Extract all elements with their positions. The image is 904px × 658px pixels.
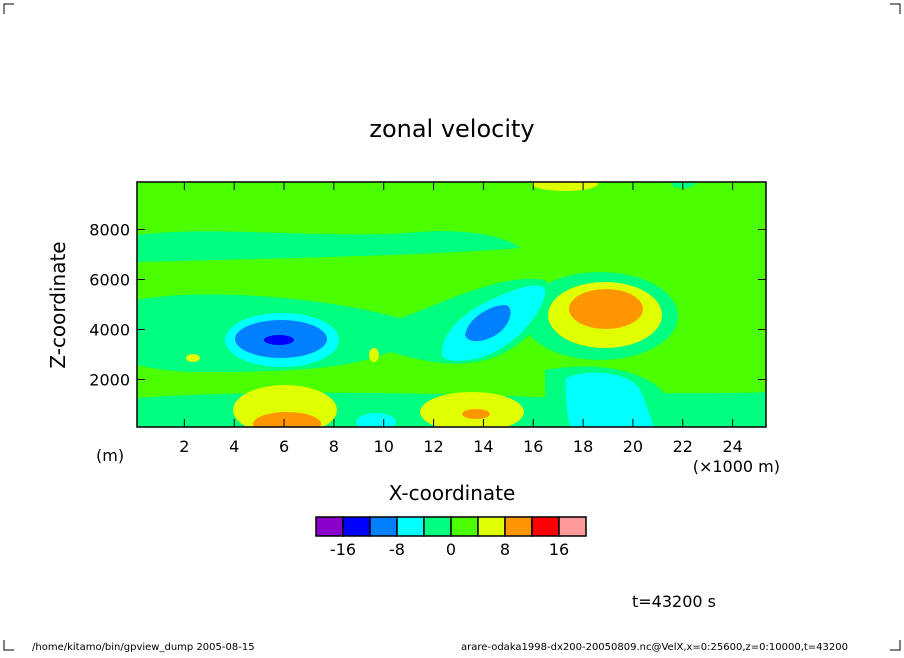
colorbar-box: [315, 516, 344, 537]
contour-region: [465, 305, 511, 342]
contour-region: [462, 409, 490, 419]
footer-left: /home/kitamo/bin/gpview_dump 2005-08-15: [32, 642, 255, 653]
x-tick-label: 4: [229, 437, 239, 456]
contour-region: [532, 182, 598, 191]
contour-region: [253, 412, 321, 427]
colorbar-tick-label: 0: [446, 540, 456, 559]
colorbar-box: [504, 516, 533, 537]
x-tick-label: 14: [473, 437, 493, 456]
colorbar-box: [423, 516, 452, 537]
contour-region: [369, 348, 379, 362]
y-tick-label: 4000: [89, 321, 130, 340]
x-tick-label: 2: [179, 437, 189, 456]
colorbar-box: [450, 516, 479, 537]
contour-region: [264, 335, 294, 345]
contour-field: [137, 182, 766, 427]
x-tick-label: 20: [623, 437, 643, 456]
y-axis-label: Z-coordinate: [46, 241, 70, 368]
x-tick-label: 8: [329, 437, 339, 456]
colorbar-box: [369, 516, 398, 537]
y-tick-label: 8000: [89, 221, 130, 240]
colorbar-tick-label: -8: [389, 540, 405, 559]
colorbar-tick-label: 16: [549, 540, 569, 559]
chart-title: zonal velocity: [369, 115, 534, 143]
footer-right: arare-odaka1998-dx200-20050809.nc@VelX,x…: [461, 642, 848, 653]
x-tick-label: 24: [722, 437, 742, 456]
plot-frame: [136, 181, 767, 428]
contour-region: [565, 372, 655, 427]
contour-region: [569, 289, 643, 329]
colorbar-box: [396, 516, 425, 537]
y-unit: (m): [96, 446, 124, 465]
x-tick-label: 12: [423, 437, 443, 456]
corner-marks: [3, 3, 901, 651]
colorbar-box: [558, 516, 587, 537]
x-axis-label: X-coordinate: [389, 481, 516, 505]
x-unit: (×1000 m): [693, 457, 780, 476]
x-tick-label: 6: [279, 437, 289, 456]
colorbar-box: [477, 516, 506, 537]
colorbar-tick-label: -16: [330, 540, 356, 559]
colorbar-box: [531, 516, 560, 537]
colorbar: -16 -8 0 8 16: [315, 516, 587, 559]
y-tick-label: 6000: [89, 271, 130, 290]
y-tick-label: 2000: [89, 371, 130, 390]
colorbar-box: [342, 516, 371, 537]
x-tick-label: 18: [573, 437, 593, 456]
contour-region: [356, 413, 396, 427]
contour-region: [186, 354, 200, 362]
contour-region: [137, 231, 520, 262]
time-label: t=43200 s: [632, 592, 716, 611]
x-tick-label: 10: [374, 437, 394, 456]
colorbar-tick-label: 8: [500, 540, 510, 559]
x-tick-label: 16: [523, 437, 543, 456]
x-tick-label: 22: [673, 437, 693, 456]
